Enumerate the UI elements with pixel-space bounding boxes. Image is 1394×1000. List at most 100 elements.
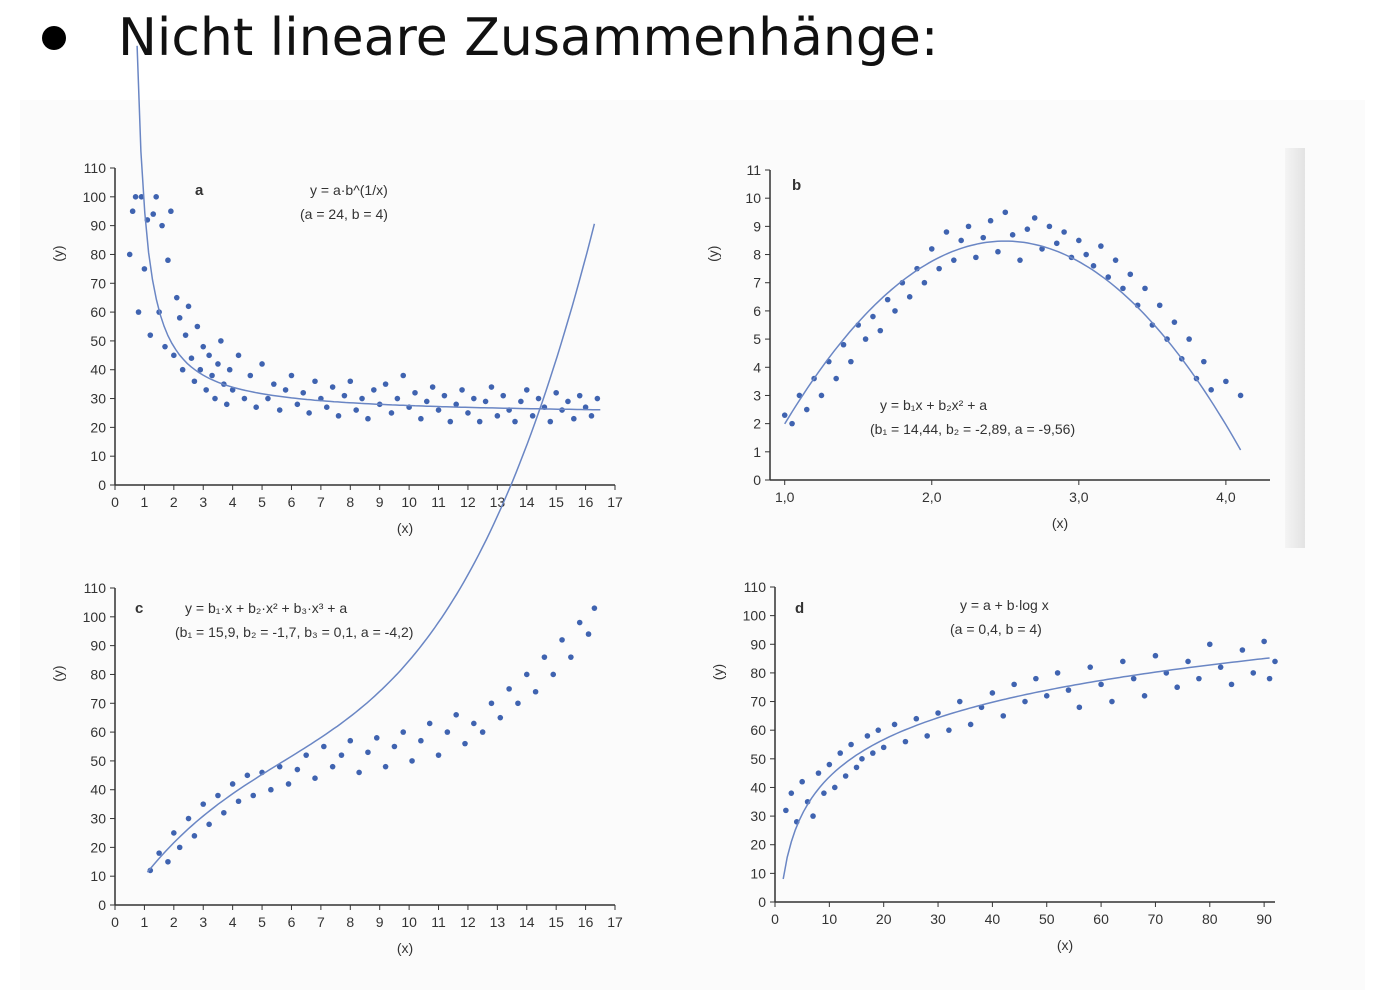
data-point — [462, 740, 468, 747]
data-point — [995, 248, 1001, 255]
scatter-chart-d: 0 10 20 30 40 50 60 70 80 90 100 110 0 10 20 30 40 50 60 70… — [710, 579, 1278, 953]
data-point — [1127, 271, 1134, 278]
x-tick-label: 90 — [1256, 911, 1272, 927]
data-point — [459, 387, 465, 393]
data-point — [1098, 243, 1104, 249]
data-point — [788, 790, 795, 796]
data-point — [223, 401, 230, 408]
data-point — [870, 313, 876, 320]
chart-panel-c: 0 10 20 30 40 50 60 70 80 90 100 110 0 1 2 3 4 5 6 7 8 9 10 11 1… — [40, 223, 660, 975]
x-tick-label: 70 — [1148, 911, 1164, 927]
y-tick-label: 70 — [90, 695, 106, 711]
y-axis-label: (y) — [705, 246, 721, 262]
data-point — [875, 727, 882, 733]
data-point — [271, 381, 277, 387]
data-point — [312, 378, 318, 385]
data-point — [388, 410, 395, 416]
data-point — [523, 387, 530, 393]
data-point — [400, 372, 407, 379]
x-tick-label: 10 — [401, 494, 417, 510]
data-point — [226, 366, 233, 373]
data-point — [173, 294, 180, 301]
x-tick-label: 7 — [317, 494, 325, 510]
x-tick-label: 3 — [199, 494, 207, 510]
data-point — [441, 392, 448, 399]
data-point — [1261, 638, 1267, 645]
data-point — [936, 265, 942, 272]
data-point — [535, 395, 542, 402]
x-axis-label: (x) — [1052, 515, 1068, 531]
data-point — [409, 758, 415, 764]
data-point — [588, 413, 595, 419]
data-point — [1206, 641, 1213, 648]
y-tick-label: 80 — [750, 665, 766, 681]
data-point — [891, 721, 898, 728]
y-tick-label: 110 — [84, 160, 107, 176]
data-point — [906, 294, 913, 300]
data-point — [312, 775, 318, 781]
x-tick-label: 16 — [578, 914, 594, 930]
data-point — [165, 257, 171, 264]
data-point — [559, 637, 565, 643]
data-point — [967, 721, 974, 728]
y-tick-label: 10 — [90, 448, 106, 464]
data-point — [341, 392, 348, 399]
data-point — [1076, 237, 1082, 244]
equation-label: y = b₁x + b₂x² + a — [880, 397, 987, 413]
x-tick-label: 11 — [431, 494, 446, 510]
data-point — [956, 698, 963, 705]
data-point — [1000, 713, 1007, 719]
data-point — [247, 372, 254, 379]
y-tick-label: 50 — [90, 753, 106, 769]
data-point — [1237, 392, 1244, 399]
data-point — [253, 404, 259, 410]
data-point — [864, 733, 871, 739]
y-tick-label: 1 — [753, 444, 761, 460]
data-point — [550, 671, 557, 678]
data-point — [365, 415, 371, 422]
data-point — [547, 418, 554, 425]
equation-label: y = a + b·log x — [960, 597, 1049, 613]
panel-letter: a — [195, 182, 204, 199]
data-point — [215, 792, 221, 799]
data-point — [924, 733, 930, 739]
data-point — [447, 418, 454, 425]
data-point — [576, 392, 583, 399]
data-point — [206, 352, 212, 359]
y-tick-label: 100 — [743, 608, 767, 624]
y-tick-label: 70 — [750, 694, 766, 710]
data-point — [826, 761, 833, 768]
x-tick-label: 9 — [376, 494, 384, 510]
data-point — [862, 336, 869, 342]
data-point — [506, 686, 512, 692]
x-tick-label: 13 — [490, 914, 506, 930]
fit-curve — [136, 45, 601, 411]
y-tick-label: 30 — [90, 811, 106, 827]
parameter-label: (a = 24, b = 4) — [300, 206, 388, 222]
data-point — [842, 773, 849, 779]
y-tick-label: 80 — [90, 246, 106, 262]
data-point — [221, 809, 227, 816]
data-point — [1120, 658, 1126, 665]
data-point — [285, 781, 292, 787]
data-point — [200, 801, 207, 807]
data-point — [132, 194, 139, 200]
data-point — [1185, 658, 1191, 665]
data-point — [591, 605, 598, 611]
fit-curve — [782, 657, 1270, 880]
data-point — [1201, 358, 1207, 365]
data-point — [497, 714, 504, 721]
x-tick-label: 0 — [111, 914, 119, 930]
data-point — [471, 395, 477, 402]
x-tick-label: 1,0 — [775, 489, 795, 505]
y-tick-label: 70 — [90, 275, 106, 291]
y-tick-label: 50 — [750, 751, 766, 767]
x-tick-label: 17 — [607, 914, 623, 930]
data-point — [400, 729, 407, 735]
x-axis-label: (x) — [397, 520, 413, 536]
data-point — [229, 781, 236, 787]
data-point — [1156, 302, 1163, 309]
x-tick-label: 12 — [460, 914, 476, 930]
x-tick-label: 14 — [519, 914, 535, 930]
y-tick-label: 10 — [90, 868, 106, 884]
